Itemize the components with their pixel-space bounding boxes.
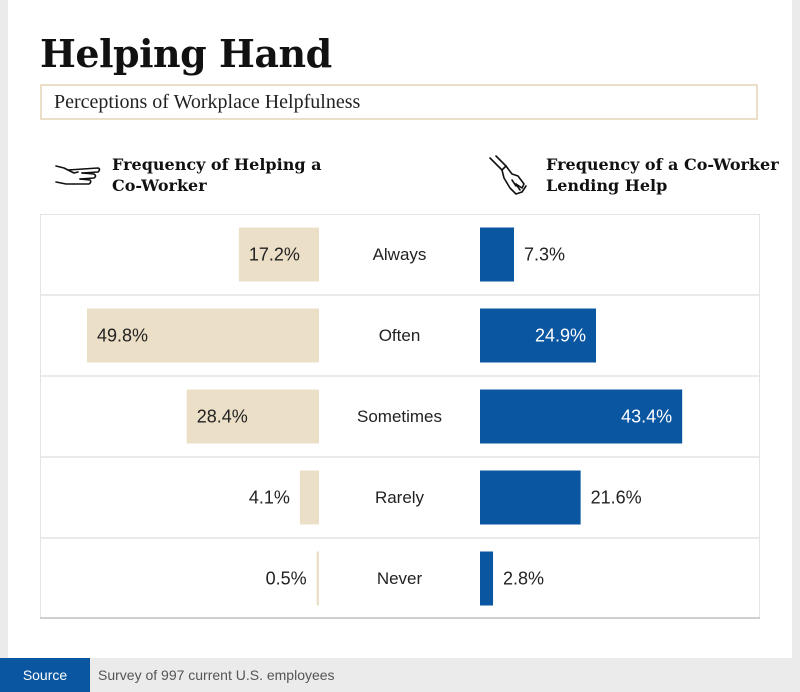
category-label: Never — [377, 569, 423, 588]
subtitle: Perceptions of Workplace Helpfulness — [54, 90, 361, 113]
left-value-label: 49.8% — [97, 325, 148, 345]
right-value-label: 21.6% — [591, 487, 642, 507]
right-value-label: 2.8% — [503, 568, 544, 588]
diverging-bar-chart: 17.2% Always 7.3% 49.8% Often 24.9% 28.4% Somet… — [40, 214, 760, 619]
left-bar-often — [87, 308, 319, 363]
left-value-label: 4.1% — [249, 487, 290, 507]
left-bar-sometimes — [186, 389, 319, 444]
left-bar-rarely — [299, 470, 319, 525]
category-label: Sometimes — [357, 407, 442, 426]
category-label: Rarely — [375, 488, 425, 507]
chart-area: 17.2% Always 7.3% 49.8% Often 24.9% 28.4% Somet… — [40, 214, 760, 619]
subtitle-box: Perceptions of Workplace Helpfulness — [40, 84, 758, 120]
category-label: Always — [373, 245, 427, 264]
right-bar-often — [480, 308, 596, 363]
helping-hand-icon — [55, 165, 101, 185]
left-column-header: Frequency of Helping a Co-Worker — [112, 155, 322, 195]
right-value-label: 43.4% — [621, 406, 672, 426]
left-value-label: 17.2% — [249, 244, 300, 264]
right-bar-sometimes — [480, 389, 683, 444]
reaching-hand-icon — [489, 155, 527, 195]
left-bar-always — [238, 227, 319, 282]
right-value-label: 24.9% — [535, 325, 586, 345]
right-bar-rarely — [480, 470, 581, 525]
left-bar-never — [316, 551, 319, 606]
category-label: Often — [379, 326, 421, 345]
right-column-header: Frequency of a Co-Worker Lending Help — [546, 155, 779, 195]
right-bar-always — [480, 227, 515, 282]
source-text: Survey of 997 current U.S. employees — [98, 667, 335, 683]
left-value-label: 28.4% — [197, 406, 248, 426]
source-label: Source — [0, 658, 90, 692]
left-value-label: 0.5% — [266, 568, 307, 588]
right-value-label: 7.3% — [524, 244, 565, 264]
page-title: Helping Hand — [40, 31, 332, 76]
footer: Source Survey of 997 current U.S. employ… — [0, 658, 800, 692]
right-bar-never — [480, 551, 494, 606]
